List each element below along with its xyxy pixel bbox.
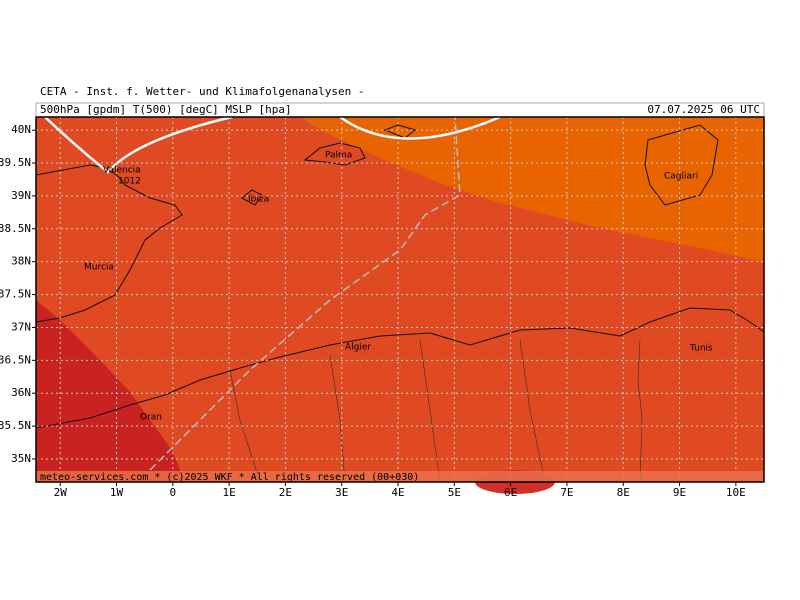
y-tick-label: 36.5N bbox=[0, 353, 31, 366]
city-label: Tunis bbox=[689, 344, 713, 354]
coast-spain bbox=[35, 164, 183, 323]
x-tick-label: 3E bbox=[335, 486, 348, 499]
footer: meteo-services.com * (c)2025 WKF * All r… bbox=[40, 472, 419, 483]
x-tick-label: 1W bbox=[110, 486, 124, 499]
x-tick-label: 2W bbox=[54, 486, 68, 499]
y-tick-label: 39N bbox=[11, 189, 31, 202]
header-institute: CETA - Inst. f. Wetter- und Klimafolgena… bbox=[40, 85, 365, 98]
y-tick-label: 37.5N bbox=[0, 288, 31, 301]
city-label: Algier bbox=[345, 343, 371, 353]
x-tick-label: 4E bbox=[391, 486, 404, 499]
y-tick-label: 35N bbox=[11, 452, 31, 465]
x-tick-label: 7E bbox=[560, 486, 573, 499]
x-tick-label: 2E bbox=[279, 486, 292, 499]
coast-mallorca bbox=[303, 142, 366, 166]
footer-strip bbox=[36, 471, 764, 482]
city-label: Cagliari bbox=[664, 172, 698, 182]
y-tick-label: 39.5N bbox=[0, 156, 31, 169]
border bbox=[229, 339, 546, 483]
y-tick-label: 35.5N bbox=[0, 419, 31, 432]
coast-ibiza bbox=[241, 189, 263, 206]
x-tick-label: 10E bbox=[726, 486, 746, 499]
temp-area-warm bbox=[300, 117, 764, 262]
isobar bbox=[339, 115, 501, 140]
city-label: Valencia bbox=[103, 166, 141, 176]
coast-menorca bbox=[383, 124, 417, 139]
city-label: Palma bbox=[325, 151, 352, 161]
coastlines bbox=[35, 124, 765, 483]
city-label: Ibiza bbox=[248, 195, 269, 205]
isobar bbox=[44, 115, 233, 174]
header-parameters: 500hPa [gpdm] T(500) [degC] MSLP [hpa] bbox=[40, 103, 292, 116]
coast-africa bbox=[35, 307, 765, 429]
isobar-label: 1012 bbox=[118, 177, 141, 187]
city-label: Oran bbox=[140, 413, 162, 423]
x-tick-label: 1E bbox=[222, 486, 235, 499]
x-tick-label: 8E bbox=[617, 486, 630, 499]
x-tick-label: 0 bbox=[170, 486, 177, 499]
y-tick-label: 36N bbox=[11, 386, 31, 399]
y-tick-label: 37N bbox=[11, 320, 31, 333]
x-tick-label: 6E bbox=[504, 486, 517, 499]
y-tick-label: 38N bbox=[11, 255, 31, 268]
map-frame bbox=[35, 116, 765, 483]
shading bbox=[36, 117, 764, 494]
x-tick-label: 9E bbox=[673, 486, 686, 499]
x-tick-label: 5E bbox=[448, 486, 461, 499]
y-tick-label: 40N bbox=[11, 123, 31, 136]
border bbox=[637, 339, 643, 483]
grid bbox=[36, 117, 764, 482]
header-valid-time: 07.07.2025 06 UTC bbox=[647, 103, 760, 116]
temp-area-cold bbox=[36, 300, 185, 482]
city-label: Murcia bbox=[84, 263, 114, 273]
y-tick-label: 38.5N bbox=[0, 222, 31, 235]
